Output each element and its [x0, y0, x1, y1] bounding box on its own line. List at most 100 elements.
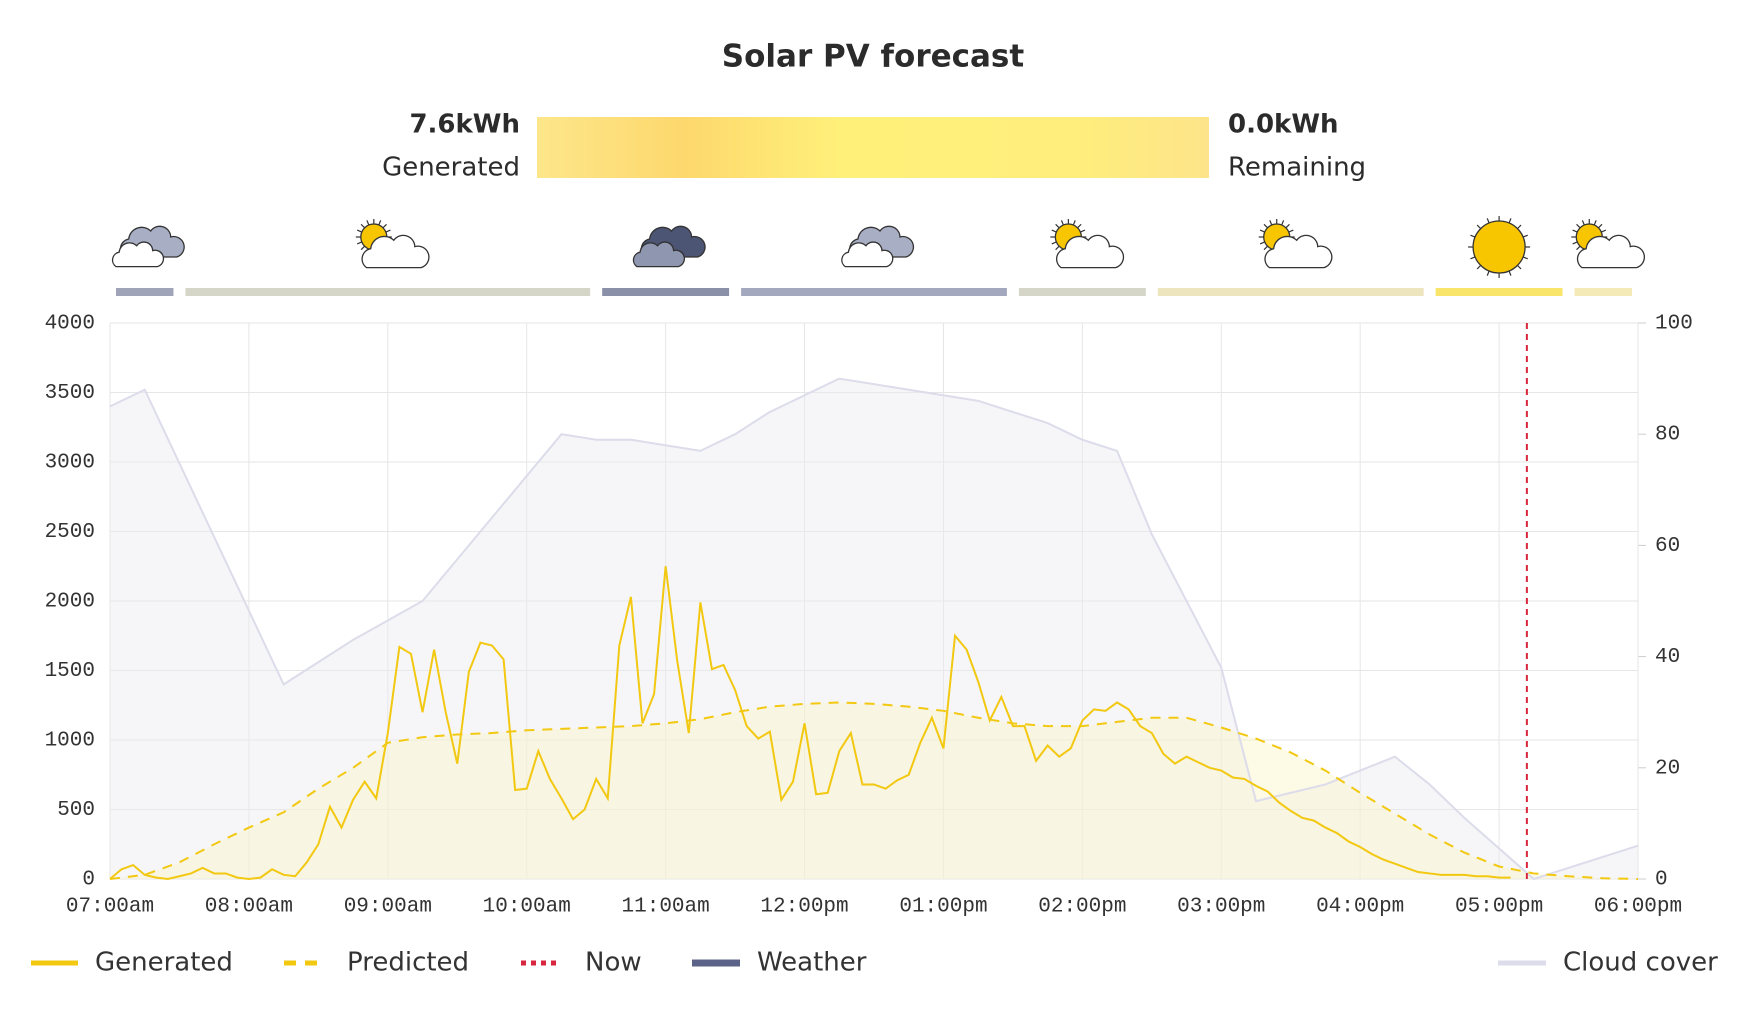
- cloud: [1055, 234, 1125, 269]
- cloud: [632, 241, 685, 268]
- sun-ray: [1080, 229, 1086, 233]
- sun-ray: [1263, 245, 1268, 251]
- sun: [1472, 220, 1526, 274]
- sun-ray: [378, 220, 382, 226]
- weather-icon: [1258, 219, 1333, 269]
- sun-ray: [356, 229, 363, 233]
- sun-ray: [1269, 220, 1273, 226]
- sun-ray: [360, 245, 366, 251]
- sun-ray: [1598, 223, 1603, 229]
- cloud: [361, 234, 430, 269]
- energy-bar: [537, 117, 1209, 178]
- legend-label: Generated: [95, 948, 233, 978]
- x-tick-label: 01:00pm: [899, 896, 987, 919]
- area: [110, 378, 1638, 879]
- sun-ray: [1601, 229, 1607, 233]
- sun-ray: [1476, 264, 1482, 270]
- sun-ray: [1576, 223, 1581, 229]
- y2-tick-label: 20: [1655, 757, 1680, 780]
- y2-tick-label: 40: [1655, 646, 1680, 669]
- sun-ray: [1576, 245, 1581, 251]
- y-tick-label: 500: [57, 799, 95, 822]
- y2-tick-label: 100: [1655, 313, 1693, 336]
- y-tick-label: 2000: [45, 591, 95, 614]
- sun-ray: [1072, 220, 1076, 226]
- x-tick-label: 12:00pm: [760, 896, 848, 919]
- sun-ray: [1055, 245, 1060, 251]
- sun-ray: [1285, 223, 1290, 229]
- sun-ray: [1055, 223, 1060, 229]
- weather-bar: [1574, 288, 1632, 296]
- sun-ray: [1470, 234, 1476, 238]
- weather-bar: [1157, 288, 1424, 296]
- remaining-total: 0.0kWh: [1228, 110, 1339, 140]
- y-tick-label: 1000: [45, 730, 95, 753]
- chart-title: Solar PV forecast: [722, 39, 1025, 75]
- weather-bar: [1435, 288, 1563, 296]
- weather-icon: [1468, 216, 1531, 278]
- cloud: [1576, 234, 1646, 269]
- cloud: [841, 241, 894, 268]
- cloud: [111, 241, 165, 268]
- cloud: [1264, 234, 1333, 269]
- x-tick-label: 09:00am: [344, 896, 432, 919]
- sun-ray: [366, 220, 370, 226]
- x-tick-label: 11:00am: [622, 896, 710, 919]
- y-tick-label: 3000: [45, 452, 95, 475]
- weather-icon: [111, 225, 185, 268]
- weather-icon: [1571, 219, 1646, 269]
- sun-ray: [1051, 241, 1057, 245]
- sun-ray: [382, 223, 387, 229]
- y2-tick-label: 60: [1655, 535, 1680, 558]
- remaining-label: Remaining: [1228, 153, 1366, 183]
- sun-ray: [360, 223, 366, 229]
- sun-ray: [1517, 264, 1522, 270]
- weather-icon: [1050, 219, 1125, 269]
- legend-label: Now: [585, 948, 642, 978]
- sun-ray: [1593, 220, 1597, 226]
- y-tick-label: 2500: [45, 521, 95, 544]
- x-tick-label: 02:00pm: [1038, 896, 1126, 919]
- sun-ray: [1522, 234, 1528, 238]
- weather-bar: [602, 288, 730, 296]
- x-tick-label: 05:00pm: [1455, 896, 1543, 919]
- sun-ray: [1470, 256, 1476, 260]
- series-line: [109, 566, 1511, 881]
- sun-ray: [1060, 220, 1064, 226]
- area: [110, 702, 1638, 879]
- sun-ray: [1486, 218, 1490, 224]
- legend-label: Cloud cover: [1563, 948, 1718, 978]
- sun-ray: [1572, 229, 1578, 233]
- legend-label: Weather: [757, 948, 867, 978]
- legend-label: Predicted: [347, 948, 469, 978]
- sun-ray: [1486, 270, 1490, 276]
- sun-ray: [1517, 224, 1522, 230]
- weather-bar: [185, 288, 591, 296]
- sun-ray: [385, 229, 391, 233]
- y-tick-label: 0: [82, 869, 95, 892]
- sun-ray: [1281, 220, 1285, 226]
- sun-ray: [1476, 224, 1482, 230]
- series-line: [109, 377, 1639, 881]
- y2-tick-label: 80: [1655, 424, 1680, 447]
- sun-ray: [1077, 223, 1082, 229]
- y-tick-label: 1500: [45, 660, 95, 683]
- sun-ray: [1263, 223, 1268, 229]
- y-tick-label: 4000: [45, 313, 95, 336]
- generated-total: 7.6kWh: [409, 110, 520, 140]
- y2-tick-label: 0: [1655, 869, 1668, 892]
- sun-ray: [1581, 220, 1585, 226]
- x-tick-label: 07:00am: [66, 896, 154, 919]
- weather-bar: [741, 288, 1007, 296]
- x-tick-label: 04:00pm: [1316, 896, 1404, 919]
- x-tick-label: 06:00pm: [1594, 896, 1682, 919]
- y-tick-label: 3500: [45, 382, 95, 405]
- x-tick-label: 03:00pm: [1177, 896, 1265, 919]
- series-line: [109, 701, 1639, 880]
- x-tick-label: 08:00am: [205, 896, 293, 919]
- sun-ray: [1572, 241, 1578, 245]
- sun-ray: [356, 241, 363, 245]
- x-tick-label: 10:00am: [483, 896, 571, 919]
- weather-icon: [841, 225, 915, 268]
- weather-icon: [632, 225, 706, 268]
